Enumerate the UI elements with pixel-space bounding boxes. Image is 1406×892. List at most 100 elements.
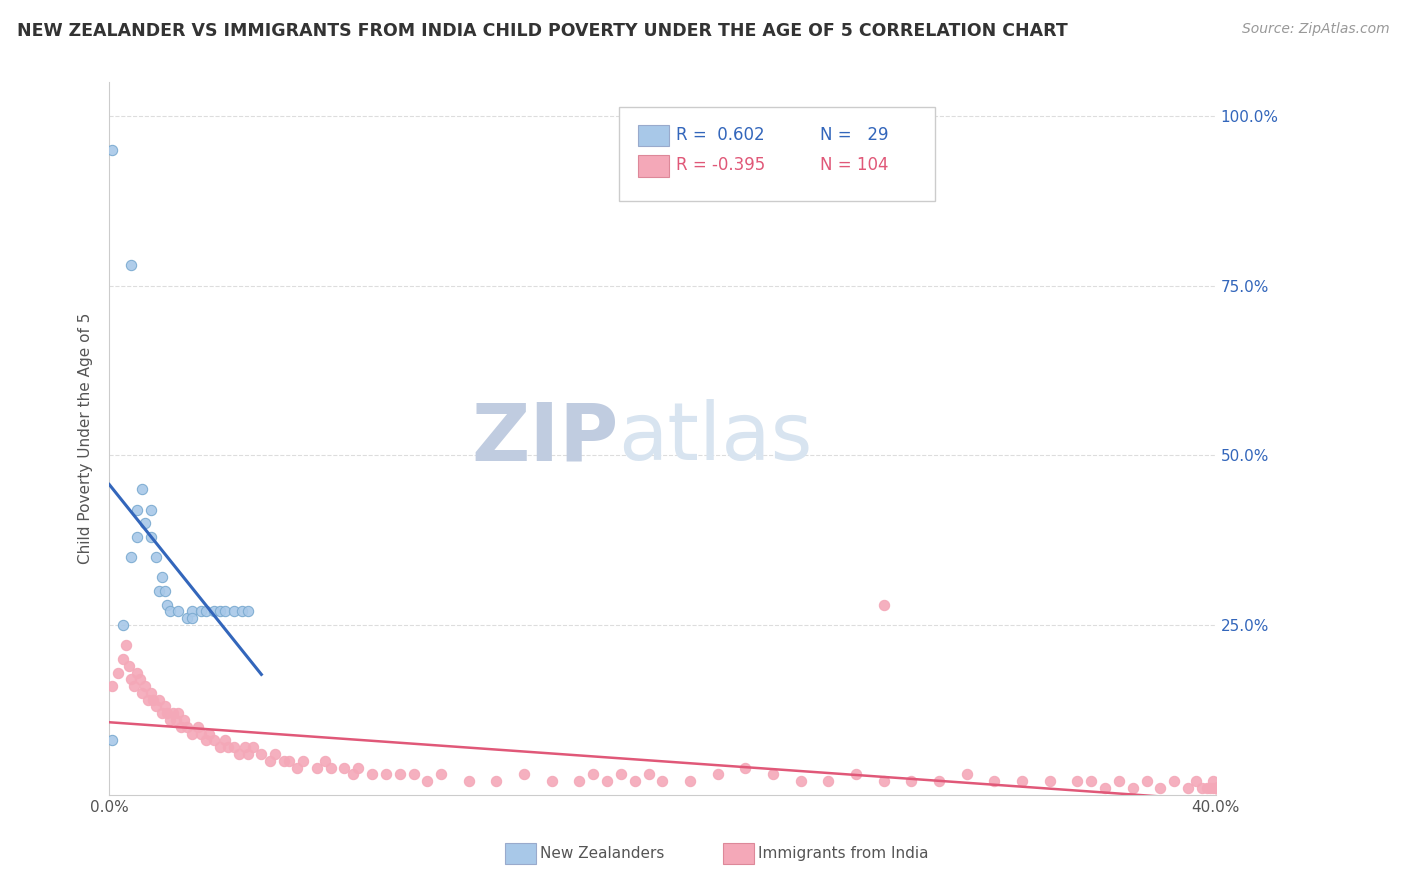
Point [115, 638, 138, 652]
Point [150, 706, 173, 721]
Point [259, 754, 281, 768]
Point [264, 747, 287, 761]
Point [596, 774, 619, 789]
Point [112, 618, 135, 632]
Point [148, 584, 170, 599]
Point [374, 767, 396, 781]
Point [845, 767, 868, 781]
Point [139, 686, 162, 700]
Point [153, 584, 176, 599]
Point [873, 774, 896, 789]
Point [1122, 780, 1144, 795]
Point [139, 530, 162, 544]
Point [222, 604, 245, 618]
Point [1135, 774, 1157, 789]
Point [228, 747, 250, 761]
Point [1205, 780, 1227, 795]
Point [190, 604, 212, 618]
Point [187, 720, 209, 734]
Point [101, 143, 124, 157]
Point [214, 604, 236, 618]
Point [181, 726, 204, 740]
Point [1205, 780, 1227, 795]
Point [1205, 780, 1227, 795]
Y-axis label: Child Poverty Under the Age of 5: Child Poverty Under the Age of 5 [79, 312, 93, 564]
Point [568, 774, 591, 789]
Point [139, 502, 162, 516]
Point [1011, 774, 1033, 789]
Point [190, 726, 212, 740]
Point [273, 754, 295, 768]
Point [1094, 780, 1116, 795]
Point [101, 679, 124, 693]
Point [333, 760, 356, 774]
Point [107, 665, 129, 680]
Point [222, 740, 245, 755]
Point [291, 754, 314, 768]
Point [402, 767, 425, 781]
Point [167, 706, 190, 721]
Point [153, 699, 176, 714]
Text: NEW ZEALANDER VS IMMIGRANTS FROM INDIA CHILD POVERTY UNDER THE AGE OF 5 CORRELAT: NEW ZEALANDER VS IMMIGRANTS FROM INDIA C… [17, 22, 1067, 40]
Point [734, 760, 756, 774]
Point [1149, 780, 1171, 795]
Point [170, 720, 193, 734]
Point [120, 673, 142, 687]
Point [817, 774, 839, 789]
Point [637, 767, 659, 781]
Point [1205, 780, 1227, 795]
Point [214, 733, 236, 747]
Point [131, 686, 153, 700]
Point [347, 760, 370, 774]
Point [1108, 774, 1130, 789]
Point [430, 767, 453, 781]
Point [1202, 780, 1225, 795]
Point [112, 652, 135, 666]
Point [136, 692, 159, 706]
Point [762, 767, 785, 781]
Point [181, 604, 204, 618]
Point [208, 604, 231, 618]
Point [305, 760, 328, 774]
Point [156, 706, 179, 721]
Point [134, 516, 156, 530]
Point [1163, 774, 1185, 789]
Point [122, 679, 145, 693]
Point [145, 699, 167, 714]
Point [319, 760, 342, 774]
Point [173, 713, 195, 727]
Point [117, 658, 139, 673]
Point [1205, 780, 1227, 795]
Point [1039, 774, 1062, 789]
Point [231, 604, 253, 618]
Text: N =   29: N = 29 [820, 126, 889, 144]
Point [873, 598, 896, 612]
Point [159, 713, 181, 727]
Point [208, 740, 231, 755]
Point [285, 760, 308, 774]
Point [1197, 780, 1219, 795]
Point [167, 604, 190, 618]
Point [145, 550, 167, 565]
Point [120, 258, 142, 272]
Point [1191, 780, 1213, 795]
Text: New Zealanders: New Zealanders [540, 847, 664, 861]
Point [165, 713, 187, 727]
Point [198, 726, 221, 740]
Text: R = -0.395: R = -0.395 [676, 156, 765, 174]
Point [790, 774, 813, 789]
Point [651, 774, 673, 789]
Point [1066, 774, 1088, 789]
Point [513, 767, 536, 781]
Point [217, 740, 239, 755]
Point [983, 774, 1005, 789]
Point [125, 502, 148, 516]
Point [120, 550, 142, 565]
Text: Immigrants from India: Immigrants from India [758, 847, 928, 861]
Point [1202, 774, 1225, 789]
Point [361, 767, 384, 781]
Point [1185, 774, 1208, 789]
Point [131, 482, 153, 496]
Text: ZIP: ZIP [471, 400, 619, 477]
Point [1080, 774, 1102, 789]
